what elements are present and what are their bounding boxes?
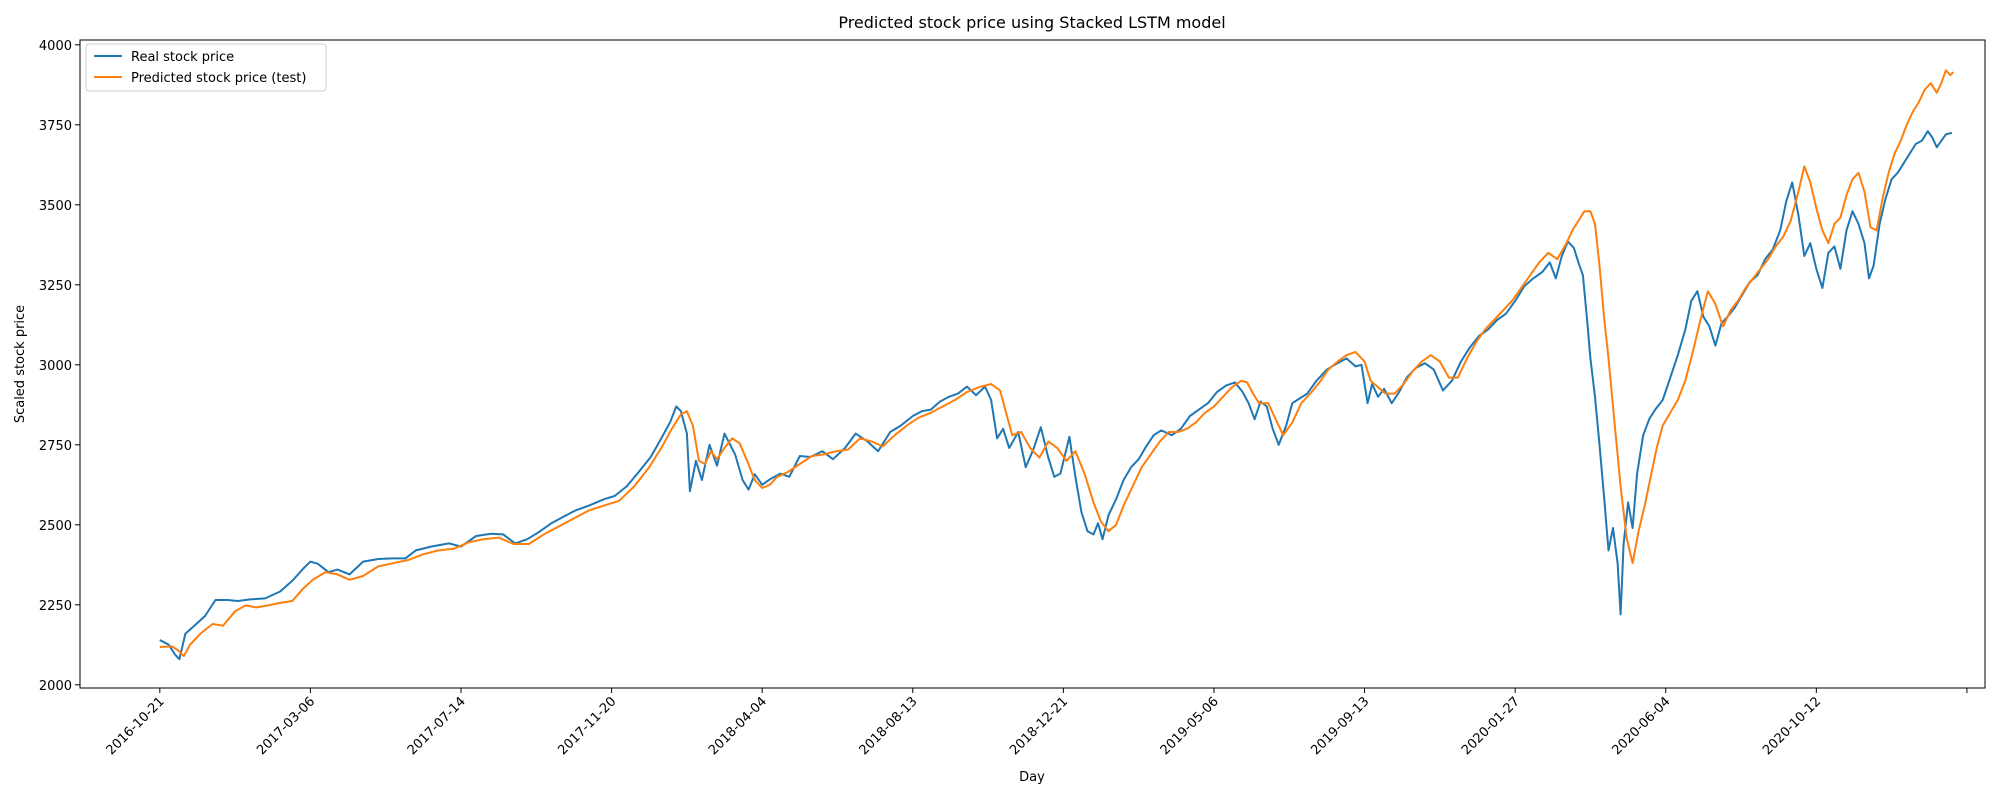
y-tick-label: 2750 bbox=[39, 439, 72, 454]
y-tick-label: 2000 bbox=[39, 679, 72, 694]
x-tick-label: 2019-05-06 bbox=[1158, 694, 1222, 758]
chart-title: Predicted stock price using Stacked LSTM… bbox=[838, 13, 1225, 32]
x-axis-label: Day bbox=[1019, 770, 1045, 785]
series-group bbox=[159, 69, 1955, 661]
legend-box bbox=[85, 43, 327, 92]
legend: Real stock price Predicted stock price (t… bbox=[85, 43, 327, 92]
x-tick-label: 2018-12-21 bbox=[1007, 694, 1071, 758]
y-tick-label: 2250 bbox=[39, 599, 72, 614]
y-tick-label: 3000 bbox=[39, 359, 72, 374]
x-tick-label: 2019-09-13 bbox=[1308, 694, 1372, 758]
y-axis-label: Scaled stock price bbox=[13, 305, 28, 423]
x-tick-label: 2018-04-04 bbox=[706, 694, 770, 758]
plot-frame bbox=[79, 39, 1986, 689]
series-line-1 bbox=[159, 69, 1955, 657]
x-tick-label: 2020-01-27 bbox=[1459, 694, 1523, 758]
x-axis: 2016-10-21 2017-03-06 2017-07-14 2017-11-20… bbox=[104, 688, 1968, 758]
x-tick-label: 2018-08-13 bbox=[857, 694, 921, 758]
y-tick-label: 3750 bbox=[39, 119, 72, 134]
x-tick-label: 2016-10-21 bbox=[104, 694, 168, 758]
y-tick-label: 3500 bbox=[39, 199, 72, 214]
x-tick-label: 2017-11-20 bbox=[555, 694, 619, 758]
x-tick-label: 2020-06-04 bbox=[1610, 694, 1674, 758]
x-tick-label: 2017-03-06 bbox=[254, 694, 318, 758]
series-line-0 bbox=[159, 130, 1953, 661]
legend-label: Predicted stock price (test) bbox=[131, 71, 306, 86]
x-tick-label: 2020-10-12 bbox=[1760, 694, 1824, 758]
y-tick-label: 4000 bbox=[39, 39, 72, 54]
y-axis: 2000 2250 2500 2750 3000 3250 3500 3750 4000 bbox=[39, 39, 80, 694]
x-tick-label: 2017-07-14 bbox=[405, 694, 469, 758]
y-tick-label: 3250 bbox=[39, 279, 72, 294]
y-tick-label: 2500 bbox=[39, 519, 72, 534]
legend-label: Real stock price bbox=[131, 50, 234, 65]
